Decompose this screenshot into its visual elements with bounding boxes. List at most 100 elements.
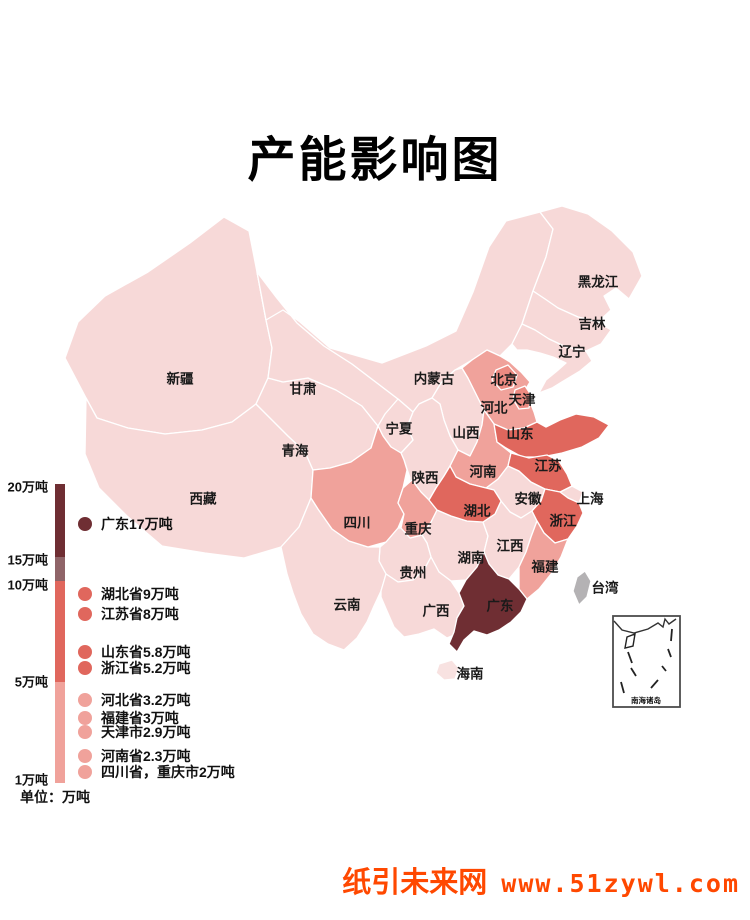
legend-entry-label: 江苏省8万吨 bbox=[101, 606, 179, 622]
legend-entry-dot bbox=[78, 517, 92, 531]
legend-entry-7: 天津市2.9万吨 bbox=[78, 722, 190, 742]
region-guangdong bbox=[448, 551, 528, 653]
region-label-shanxi: 山西 bbox=[453, 426, 480, 441]
region-hubei bbox=[428, 465, 502, 523]
region-label-fujian: 福建 bbox=[531, 559, 560, 575]
region-label-henan: 河南 bbox=[470, 464, 497, 480]
legend-bar-segment-3 bbox=[55, 682, 65, 783]
region-jiangsu bbox=[507, 452, 573, 493]
watermark[interactable]: 纸引未来网 www.51zywl.com bbox=[342, 859, 740, 901]
region-label-shandong: 山东 bbox=[507, 426, 535, 442]
legend-entry-dot bbox=[78, 765, 92, 779]
legend-entry-label: 福建省3万吨 bbox=[101, 710, 179, 726]
region-label-jilin: 吉林 bbox=[579, 316, 607, 332]
legend-entry-label: 浙江省5.2万吨 bbox=[101, 660, 191, 676]
page-title: 产能影响图 bbox=[247, 134, 503, 187]
region-label-qinghai: 青海 bbox=[282, 443, 309, 459]
legend-tick-1: 15万吨 bbox=[7, 552, 48, 568]
legend-entry-3: 山东省5.8万吨 bbox=[78, 642, 190, 662]
legend-entry-label: 天津市2.9万吨 bbox=[101, 724, 191, 740]
south-china-sea-inset: 南海诸岛 bbox=[612, 615, 681, 708]
legend-bar-segment-1 bbox=[55, 557, 65, 581]
region-hainan bbox=[435, 659, 460, 681]
legend-tick-4: 1万吨 bbox=[14, 772, 48, 788]
region-xinjiang bbox=[64, 216, 273, 435]
region-label-guangxi: 广西 bbox=[423, 603, 450, 619]
region-label-jiangxi: 江西 bbox=[497, 538, 524, 554]
region-label-guangdong: 广东 bbox=[487, 598, 515, 614]
legend-bar-segment-0 bbox=[55, 484, 65, 557]
region-sichuan bbox=[310, 425, 408, 548]
region-label-hebei: 河北 bbox=[481, 400, 508, 416]
region-label-jiangsu: 江苏 bbox=[535, 458, 563, 474]
region-label-heilongjiang: 黑龙江 bbox=[578, 274, 619, 290]
legend-entry-1: 湖北省9万吨 bbox=[78, 584, 179, 604]
legend-entry-2: 江苏省8万吨 bbox=[78, 604, 179, 624]
legend-entry-dot bbox=[78, 725, 92, 739]
legend-entry-9: 四川省，重庆市2万吨 bbox=[78, 762, 235, 782]
region-label-hainan: 海南 bbox=[457, 666, 484, 682]
region-label-xinjiang: 新疆 bbox=[167, 371, 194, 387]
region-label-shaanxi: 陕西 bbox=[412, 470, 439, 486]
inset-nine-dash-line bbox=[620, 628, 673, 694]
legend-entry-0: 广东17万吨 bbox=[78, 514, 173, 534]
region-fujian bbox=[518, 520, 569, 600]
region-label-guizhou: 贵州 bbox=[400, 565, 427, 581]
region-label-beijing: 北京 bbox=[491, 372, 518, 388]
legend-entry-4: 浙江省5.2万吨 bbox=[78, 658, 190, 678]
region-label-ningxia: 宁夏 bbox=[386, 421, 413, 437]
region-tianjin bbox=[512, 385, 532, 410]
watermark-site-name: 纸引未来网 bbox=[342, 867, 488, 899]
region-label-gansu: 甘肃 bbox=[290, 381, 317, 397]
region-hebei bbox=[461, 349, 538, 431]
inset-label: 南海诸岛 bbox=[631, 695, 661, 705]
region-neimenggu bbox=[256, 211, 554, 413]
legend-entry-dot bbox=[78, 693, 92, 707]
region-heilongjiang bbox=[532, 205, 643, 323]
legend-entry-dot bbox=[78, 749, 92, 763]
region-label-chongqing: 重庆 bbox=[405, 521, 432, 537]
legend-bar-segment-2 bbox=[55, 581, 65, 682]
region-label-tianjin: 天津 bbox=[509, 392, 537, 408]
region-taiwan bbox=[572, 570, 592, 606]
legend-entry-dot bbox=[78, 645, 92, 659]
region-chongqing bbox=[397, 479, 438, 539]
region-label-anhui: 安徽 bbox=[515, 491, 543, 507]
inset-hainan-island bbox=[624, 632, 636, 649]
legend-tick-0: 20万吨 bbox=[7, 479, 48, 495]
region-label-taiwan: 台湾 bbox=[592, 580, 620, 596]
legend-entry-label: 河南省2.3万吨 bbox=[101, 748, 191, 764]
legend-entry-6: 福建省3万吨 bbox=[78, 708, 179, 728]
region-label-shanghai: 上海 bbox=[577, 491, 605, 507]
legend-entry-label: 山东省5.8万吨 bbox=[101, 644, 191, 660]
legend-entry-label: 四川省，重庆市2万吨 bbox=[101, 764, 235, 780]
map-regions-layer bbox=[64, 205, 643, 681]
watermark-url: www.51zywl.com bbox=[501, 869, 740, 898]
region-label-liaoning: 辽宁 bbox=[559, 344, 586, 360]
legend-entry-dot bbox=[78, 607, 92, 621]
region-label-sichuan: 四川 bbox=[344, 516, 371, 531]
region-label-xizang: 西藏 bbox=[190, 491, 217, 507]
legend-entry-label: 湖北省9万吨 bbox=[101, 586, 179, 602]
legend-entry-label: 广东17万吨 bbox=[101, 516, 173, 532]
legend-tick-2: 10万吨 bbox=[7, 577, 48, 593]
region-beijing bbox=[491, 364, 518, 391]
region-label-hubei: 湖北 bbox=[464, 504, 491, 519]
legend-entry-8: 河南省2.3万吨 bbox=[78, 746, 190, 766]
region-label-zhejiang: 浙江 bbox=[550, 513, 578, 529]
inset-coastline bbox=[613, 617, 677, 634]
region-label-yunnan: 云南 bbox=[334, 597, 361, 613]
legend-tick-3: 5万吨 bbox=[14, 674, 48, 690]
region-label-hunan: 湖南 bbox=[458, 550, 485, 566]
legend-entry-label: 河北省3.2万吨 bbox=[101, 692, 191, 708]
legend-entry-dot bbox=[78, 661, 92, 675]
unit-note: 单位：万吨 bbox=[20, 789, 90, 805]
legend-entry-5: 河北省3.2万吨 bbox=[78, 690, 190, 710]
region-label-neimenggu: 内蒙古 bbox=[414, 371, 455, 387]
legend-entry-dot bbox=[78, 711, 92, 725]
legend-entry-dot bbox=[78, 587, 92, 601]
region-liaoning bbox=[511, 323, 593, 394]
